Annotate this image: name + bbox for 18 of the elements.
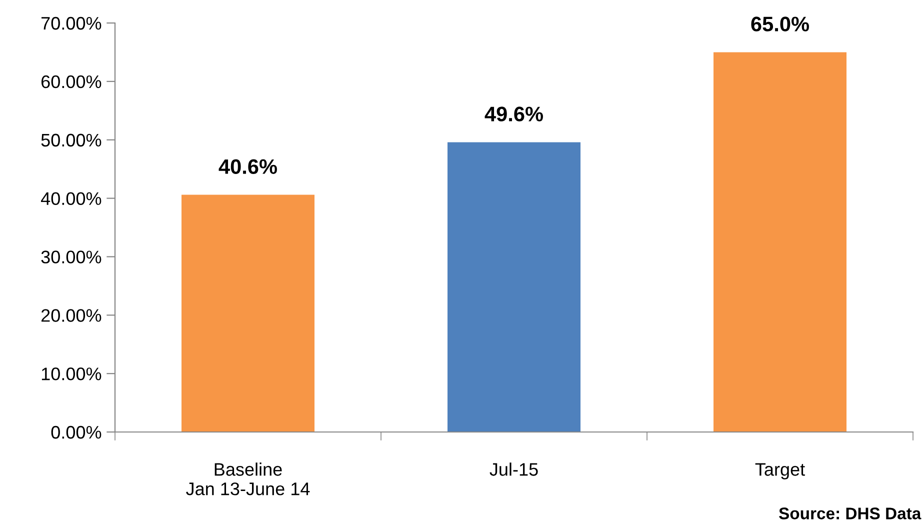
y-tick-label: 70.00% (41, 16, 102, 30)
x-tick-label: Target (755, 463, 805, 480)
bar (182, 194, 314, 432)
source-note: Source: DHS Data (779, 508, 922, 520)
data-label: 49.6% (484, 106, 543, 122)
y-tick-label: 40.00% (40, 192, 102, 206)
y-tick-label: 10.00% (42, 368, 102, 380)
y-tick-label: 30.00% (41, 250, 102, 264)
y-tick-label: 0.00% (51, 426, 102, 439)
data-label: 65.0% (751, 16, 809, 32)
x-tick-label: Jul-15 (490, 462, 538, 476)
x-tick-label: Baseline Jan 13-June 14 (186, 462, 310, 496)
y-tick-label: 20.00% (41, 309, 102, 322)
y-tick-label: 60.00% (41, 75, 102, 88)
bar (448, 142, 580, 432)
y-tick-label: 50.00% (41, 134, 102, 147)
data-label: 40.6% (218, 159, 277, 174)
bar (714, 52, 846, 432)
